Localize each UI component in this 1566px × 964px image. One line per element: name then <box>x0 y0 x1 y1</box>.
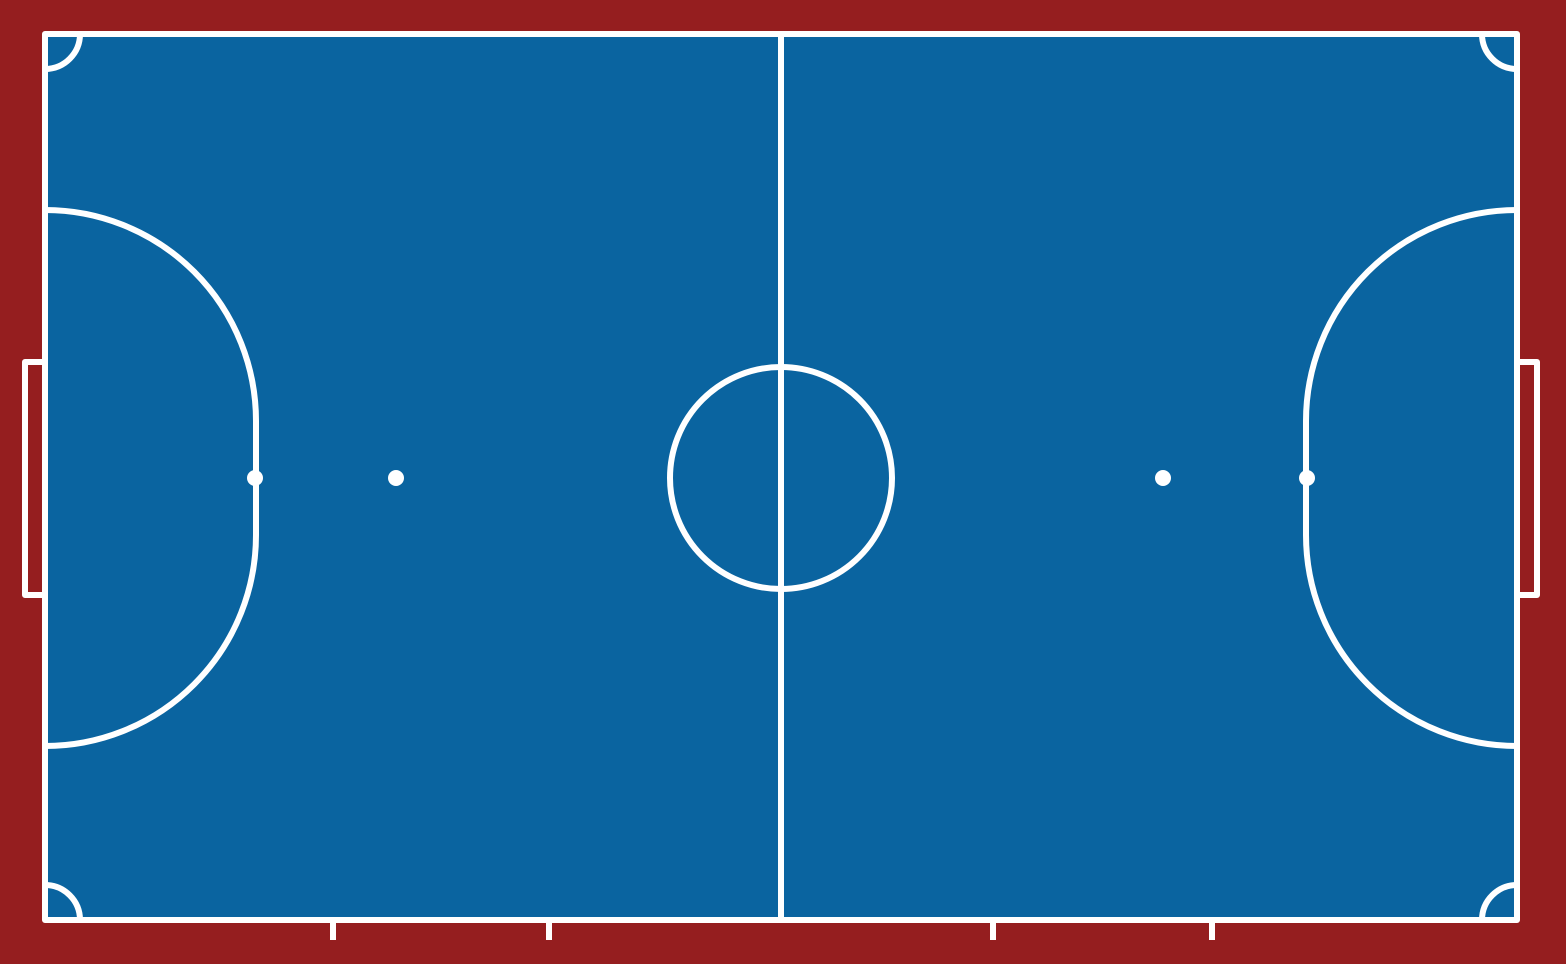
left-penalty-spot <box>247 470 263 486</box>
right-second-penalty-spot <box>1155 470 1171 486</box>
corner-arc-bottom-left <box>44 882 83 921</box>
corner-arc-top-left <box>44 33 83 72</box>
center-circle <box>667 364 895 592</box>
left-second-penalty-spot <box>388 470 404 486</box>
right-penalty-spot <box>1299 470 1315 486</box>
corner-arc-top-right <box>1479 33 1518 72</box>
corner-arc-bottom-right <box>1479 882 1518 921</box>
